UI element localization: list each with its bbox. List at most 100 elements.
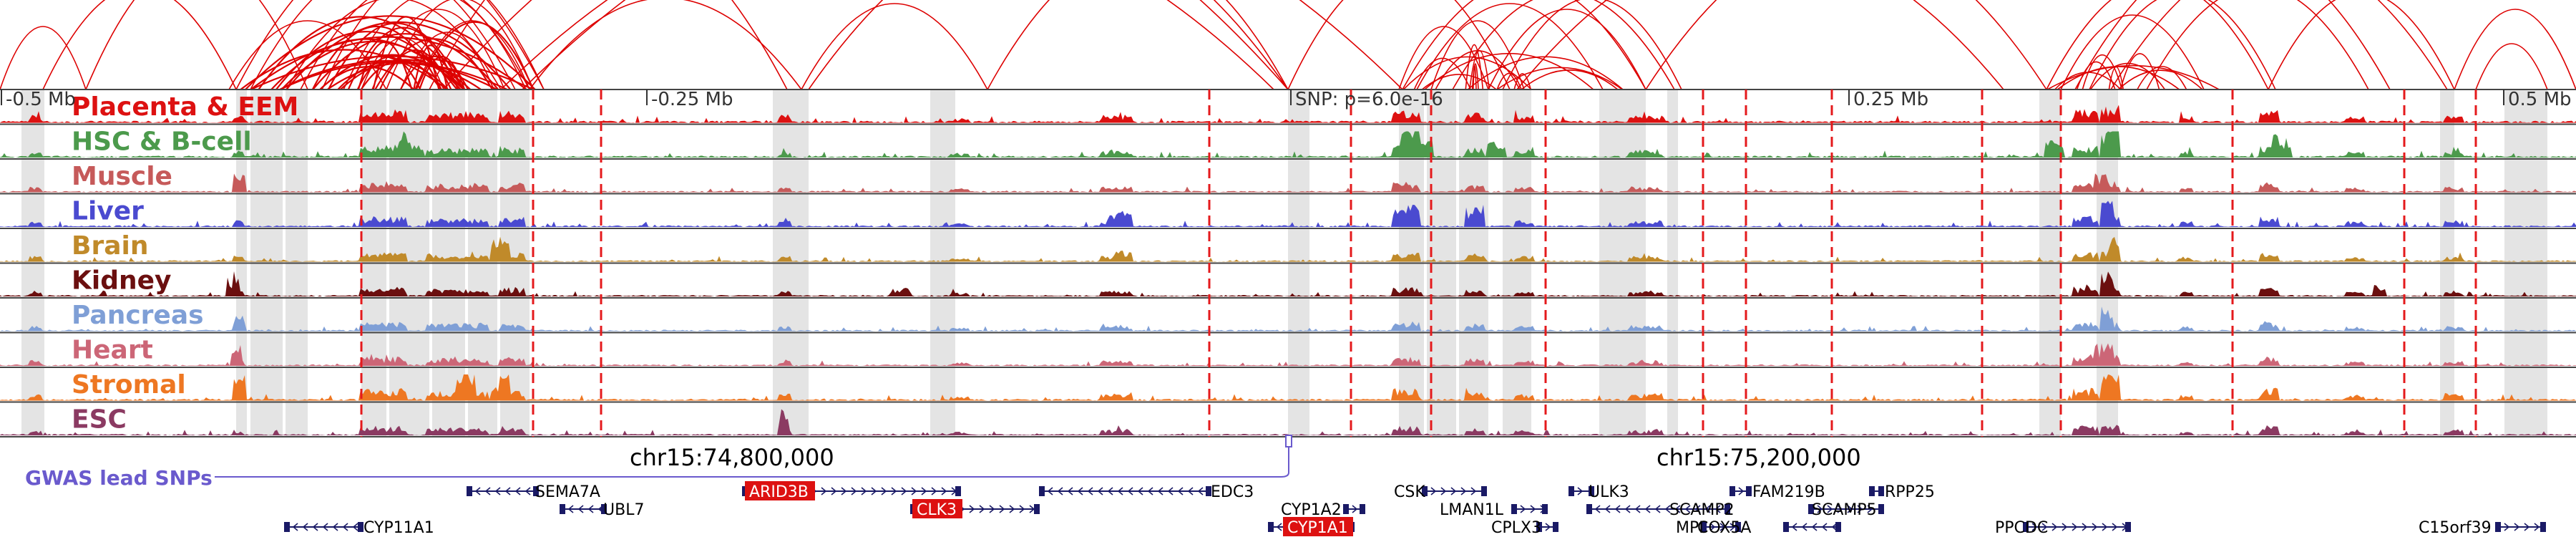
gene-label[interactable]: RPP25 [1885,483,1935,501]
signal-tracks: Placenta & EEM HSC & B-cell Muscle Liver Bra… [0,89,2576,437]
loop-arc [2146,0,2369,90]
gene-csk: CSK [1394,483,1487,501]
strand-arrow [587,505,594,513]
loop-arc [235,0,545,90]
gene-label[interactable]: SCAMP2 [1669,501,1735,519]
gene-label[interactable]: FAM219B [1752,483,1825,501]
gene-label[interactable]: CPLX3 [1491,519,1541,537]
track-label: Liver [72,197,144,226]
track-label: ESC [72,405,127,435]
track-hsc-b-cell: HSC & B-cell [0,127,2576,160]
strand-arrow [1077,487,1083,495]
strand-arrow [1817,505,1823,513]
gene-clk3: CLK3 [910,499,1040,519]
strand-arrow [1674,505,1681,513]
strand-arrow [941,487,947,495]
gene-label[interactable]: PPCDC [1995,519,2048,537]
track-label: Pancreas [72,301,204,330]
gene-label[interactable]: ARID3B [749,483,809,501]
loop-arc [2046,0,2269,90]
loop-arc [1502,0,1682,90]
gene-label[interactable]: LMAN1L [1440,501,1504,519]
loop-arc [1421,74,1497,90]
track-label: Stromal [72,370,186,400]
exon [1553,522,1558,532]
gene-label[interactable]: SEMA7A [535,483,600,501]
track-label: Kidney [72,266,172,296]
loop-arc [1516,0,2004,90]
ruler-tick-label: SNP: p=6.0e-16 [1295,89,1443,110]
loop-arc [500,0,1274,90]
gene-label[interactable]: COX5A [1697,519,1751,537]
loop-arc [399,55,469,90]
track-label: Heart [72,336,153,365]
exon [1878,486,1884,496]
track-kidney: Kidney [0,266,2576,299]
strand-arrow [2082,523,2088,531]
exon [1735,522,1741,532]
loop-arc [275,31,458,90]
gene-highlight [1283,517,1353,536]
strand-arrow [2051,523,2058,531]
exon [1589,486,1594,496]
strand-arrow [1719,523,1726,531]
loop-arc [1435,50,1521,90]
gene-label[interactable]: CYP11A1 [364,519,434,537]
ruler-tick-label: -0.25 Mb [651,89,733,110]
gene-highlight [745,481,815,500]
strand-arrow [1801,523,1807,531]
exon [2023,522,2029,532]
loop-arc [801,3,988,90]
gene-label[interactable]: CYP1A1 [1287,519,1348,537]
exon [1511,504,1517,514]
gene-label[interactable]: CLK3 [917,501,957,519]
ruler: -0.5 Mb -0.25 Mb SNP: p=6.0e-16 0.25 Mb 0.5 … [1,89,2572,110]
gene-label[interactable]: MPI [1676,519,1704,537]
loop-arc [2089,0,2276,90]
loop-arc [42,0,237,90]
loop-arc [286,0,502,90]
gene-cyp1a2: CYP1A2 [1281,501,1365,519]
strand-arrow [1634,505,1641,513]
loop-arc [319,54,464,90]
gene-label[interactable]: CYP1A2 [1281,501,1342,519]
loop-arc [1496,72,1522,90]
strand-arrow [1704,505,1711,513]
gene-label[interactable]: UBL7 [603,501,644,519]
track-signal [0,131,2576,158]
loop-arc [245,15,536,90]
gene-c15orf39: C15orf39 [2419,519,2546,537]
track-signal [0,409,2576,435]
strand-arrow [474,487,481,495]
exon [467,486,472,496]
gene-label[interactable]: EDC3 [1211,483,1254,501]
strand-arrow [871,487,877,495]
strand-arrow [1664,505,1671,513]
gene-arid3b: ARID3B [742,481,961,501]
strand-arrow [1738,487,1745,495]
strand-arrow [1520,505,1526,513]
strand-arrow [2102,523,2108,531]
snp-marker[interactable] [1285,435,1292,448]
strand-arrow [1177,487,1184,495]
strand-arrow [1837,505,1843,513]
strand-arrow [831,487,837,495]
strand-arrow [2504,523,2510,531]
strand-arrow [1684,505,1691,513]
loop-arc [522,0,1403,90]
strand-arrow [861,487,867,495]
gene-label[interactable]: C15orf39 [2419,519,2492,537]
strand-arrow [2524,523,2530,531]
coordinate-label: chr15:74,800,000 [630,444,834,471]
gene-label[interactable]: SCAMP5 [1812,501,1877,519]
gene-label[interactable]: CSK [1394,483,1425,501]
gene-label[interactable]: ULK3 [1589,483,1629,501]
coordinate-label: chr15:75,200,000 [1657,444,1861,471]
strand-arrow [1127,487,1133,495]
strand-arrow [292,523,298,531]
loop-arc [0,26,87,90]
strand-arrow [821,487,827,495]
loop-arc [371,9,505,90]
